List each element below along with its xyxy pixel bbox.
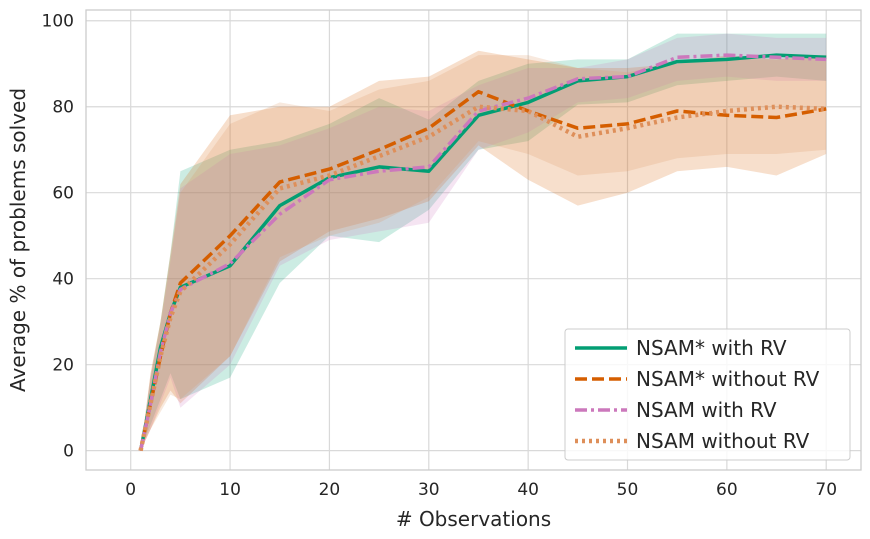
legend-label-nsam-with-rv: NSAM with RV [636, 398, 777, 422]
band-nsam-star-without-rv [140, 50, 827, 451]
x-axis-label: # Observations [396, 507, 551, 531]
x-tick-label: 70 [815, 480, 837, 500]
x-tick-label: 40 [517, 480, 539, 500]
x-tick-label: 20 [319, 480, 341, 500]
x-tick-labels: 0 10 20 30 40 50 60 70 [125, 480, 837, 500]
legend-label-nsam-star-without-rv: NSAM* without RV [636, 367, 820, 391]
y-tick-label: 0 [63, 442, 74, 462]
legend-frame [564, 328, 851, 461]
y-tick-label: 20 [52, 356, 74, 376]
y-tick-label: 40 [52, 270, 74, 290]
y-tick-label: 60 [52, 184, 74, 204]
plot-frame [85, 9, 862, 471]
series-line-nsam-star-without-rv [138, 89, 827, 452]
y-tick-label: 100 [42, 12, 74, 32]
band-nsam-with-rv [140, 33, 827, 451]
legend: NSAM* with RV NSAM* without RV NSAM with R… [564, 328, 851, 461]
legend-label-nsam-star-with-rv: NSAM* with RV [636, 336, 787, 360]
legend-label-nsam-without-rv: NSAM without RV [636, 429, 810, 453]
x-tick-label: 50 [617, 480, 639, 500]
band-nsam-without-rv [140, 55, 827, 451]
x-tick-label: 0 [125, 480, 136, 500]
x-tick-label: 30 [418, 480, 440, 500]
series-line-nsam-with-rv [138, 53, 827, 452]
y-axis-label: Average % of problems solved [6, 88, 30, 392]
x-tick-label: 10 [219, 480, 241, 500]
series-lines [138, 53, 827, 452]
band-nsam-star-with-rv [140, 33, 827, 451]
confidence-bands [140, 33, 827, 451]
y-tick-labels: 0 20 40 60 80 100 [42, 12, 74, 462]
y-tick-label: 80 [52, 98, 74, 118]
x-tick-label: 60 [716, 480, 738, 500]
